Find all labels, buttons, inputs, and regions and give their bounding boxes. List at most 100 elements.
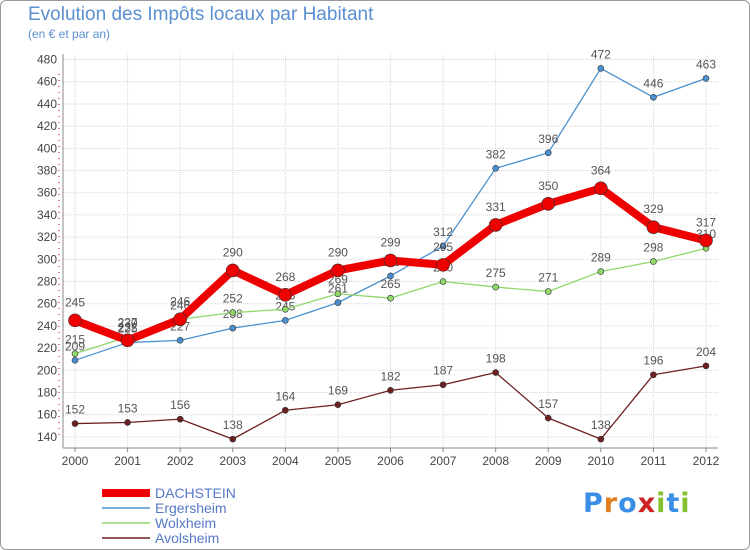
data-point-avolsheim xyxy=(492,369,499,376)
data-point-dachstein xyxy=(68,313,82,328)
data-point-wolxheim xyxy=(439,278,447,285)
legend-label-dachstein: DACHSTEIN xyxy=(155,485,236,501)
data-point-avolsheim xyxy=(71,420,79,427)
y-tick-label: 440 xyxy=(37,97,57,111)
x-tick-label: 2009 xyxy=(535,454,562,468)
legend-label-wolxheim: Wolxheim xyxy=(155,515,217,531)
data-label-ergersheim: 209 xyxy=(65,339,85,353)
y-tick-label: 380 xyxy=(37,164,57,178)
data-point-ergersheim xyxy=(387,272,394,280)
y-tick-label: 480 xyxy=(37,53,57,67)
data-label-avolsheim: 196 xyxy=(643,354,663,368)
y-tick-label: 340 xyxy=(37,208,57,222)
data-label-dachstein: 317 xyxy=(696,215,716,229)
data-label-dachstein: 299 xyxy=(380,235,400,249)
data-point-ergersheim xyxy=(282,317,289,324)
x-tick-label: 2010 xyxy=(587,454,614,468)
data-label-wolxheim: 289 xyxy=(591,251,611,265)
data-point-dachstein xyxy=(383,253,398,268)
data-point-dachstein xyxy=(436,258,450,272)
data-point-wolxheim xyxy=(229,309,237,316)
data-label-dachstein: 364 xyxy=(591,163,611,177)
y-tick-label: 180 xyxy=(37,386,57,400)
data-point-ergersheim xyxy=(334,299,342,306)
data-point-avolsheim xyxy=(650,371,657,379)
logo-letter: o xyxy=(618,488,638,519)
logo-letter: i xyxy=(680,488,691,519)
proxiti-logo: Proxiti xyxy=(583,488,691,519)
data-point-dachstein xyxy=(225,263,240,278)
data-point-wolxheim xyxy=(544,288,552,295)
data-label-ergersheim: 463 xyxy=(696,57,716,71)
data-point-dachstein xyxy=(646,220,661,234)
data-point-avolsheim xyxy=(439,381,447,389)
data-label-ergersheim: 446 xyxy=(643,76,663,90)
data-label-ergersheim-extra: 232 xyxy=(118,320,138,334)
x-tick-label: 2007 xyxy=(430,454,457,468)
y-tick-label: 300 xyxy=(37,252,57,266)
data-point-ergersheim xyxy=(71,357,79,364)
x-tick-label: 2001 xyxy=(114,454,141,468)
x-tick-label: 2005 xyxy=(325,454,352,468)
y-tick-label: 220 xyxy=(37,341,57,355)
y-tick-label: 360 xyxy=(37,186,57,200)
x-tick-label: 2011 xyxy=(641,454,667,468)
data-label-wolxheim: 265 xyxy=(380,277,400,291)
data-point-wolxheim xyxy=(650,258,657,265)
data-label-wolxheim: 271 xyxy=(538,271,558,285)
data-label-avolsheim: 187 xyxy=(433,364,453,378)
data-label-dachstein: 295 xyxy=(433,240,453,254)
x-tick-label: 2003 xyxy=(219,454,246,468)
data-point-ergersheim xyxy=(492,165,499,172)
data-label-dachstein: 268 xyxy=(275,270,295,284)
y-tick-label: 200 xyxy=(37,363,57,377)
data-point-dachstein xyxy=(699,233,713,248)
data-label-wolxheim: 215 xyxy=(65,333,85,347)
data-point-ergersheim xyxy=(439,242,447,250)
y-tick-label: 420 xyxy=(37,119,57,133)
y-tick-label: 140 xyxy=(37,430,57,444)
data-point-avolsheim xyxy=(229,435,237,443)
data-label-avolsheim: 169 xyxy=(328,384,348,398)
x-tick-label: 2002 xyxy=(167,454,194,468)
data-label-dachstein: 246 xyxy=(170,294,190,308)
data-label-dachstein: 331 xyxy=(486,200,506,214)
data-point-avolsheim xyxy=(124,419,131,426)
logo-letter: x xyxy=(637,488,657,519)
data-label-avolsheim: 138 xyxy=(591,418,611,432)
data-point-avolsheim xyxy=(176,415,184,423)
data-point-ergersheim xyxy=(597,65,605,72)
data-point-wolxheim xyxy=(597,268,605,275)
data-point-avolsheim xyxy=(282,406,289,414)
x-tick-label: 2008 xyxy=(482,454,509,468)
x-tick-label: 2004 xyxy=(272,454,299,468)
data-point-ergersheim xyxy=(176,337,184,344)
data-label-avolsheim: 182 xyxy=(380,369,400,383)
data-label-dachstein: 290 xyxy=(328,245,348,259)
data-point-avolsheim xyxy=(597,435,605,443)
y-tick-label: 460 xyxy=(37,75,57,89)
data-point-wolxheim xyxy=(71,350,79,357)
data-label-dachstein: 290 xyxy=(223,245,243,259)
data-label-dachstein: 227 xyxy=(118,315,138,329)
data-label-avolsheim: 198 xyxy=(486,352,506,366)
chart-subtitle: (en € et par an) xyxy=(28,27,111,41)
data-point-dachstein xyxy=(541,197,556,211)
x-tick-label: 2000 xyxy=(62,454,89,468)
y-tick-label: 260 xyxy=(37,297,57,311)
logo-letter: t xyxy=(666,488,681,519)
logo-letter: i xyxy=(656,488,667,519)
x-tick-label: 2006 xyxy=(377,454,404,468)
data-point-avolsheim xyxy=(702,362,710,370)
data-label-avolsheim: 153 xyxy=(118,401,138,415)
data-point-dachstein xyxy=(173,312,187,327)
data-point-ergersheim xyxy=(229,324,237,332)
data-label-avolsheim: 164 xyxy=(275,389,295,403)
legend-label-avolsheim: Avolsheim xyxy=(155,530,220,546)
chart-title: Evolution des Impôts locaux par Habitant xyxy=(28,4,374,25)
data-label-dachstein: 350 xyxy=(538,179,558,193)
data-point-wolxheim xyxy=(282,305,289,313)
data-label-avolsheim: 157 xyxy=(538,397,558,411)
data-point-avolsheim xyxy=(334,401,342,409)
